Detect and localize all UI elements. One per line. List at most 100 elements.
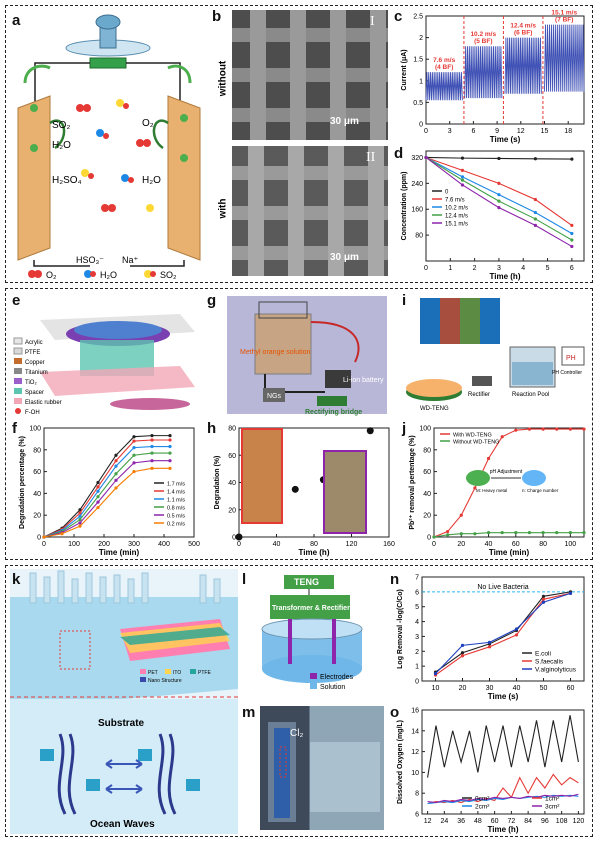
legend-ptfe: PTFE (198, 670, 211, 676)
panel-m: Cl₂ m (240, 702, 385, 834)
label-reaction-pool: Reaction Pool (512, 392, 549, 398)
panel-e: Acrylic PTFE Copper Titanium TiO₂ Spacer… (10, 292, 200, 420)
x-tick-label: 80 (310, 541, 318, 548)
segment-label: 10.2 m/s (470, 31, 496, 38)
series-line (43, 439, 170, 538)
ion-label: HSO₃⁻ (76, 255, 104, 265)
panel-d: 0 1 2 3 4 5 6 80 160 240 320 Time (h) Concentration … (392, 145, 590, 281)
data-point (114, 464, 118, 468)
series-line (427, 715, 579, 778)
molecule-cluster (76, 99, 154, 212)
y-tick-label: 80 (423, 447, 431, 454)
y-tick-label: 1 (419, 78, 423, 85)
legend-nano: Nano Structure (148, 678, 182, 684)
x-tick-label: 12 (517, 128, 525, 135)
data-point (78, 508, 82, 512)
y-axis-label: Current (μA) (401, 49, 408, 90)
data-point (132, 435, 136, 439)
plot-frame (43, 427, 195, 538)
y-tick-label: 80 (415, 233, 423, 240)
data-point (96, 489, 100, 493)
data-point (533, 197, 537, 202)
x-tick-label: 0 (432, 541, 436, 548)
chart-c: 0 3 6 9 12 15 18 0 0.5 1 1.5 2 2.5 Time (s) Current (μ… (401, 10, 585, 144)
panel-i-system: PH WD-TENG Rectifier Reaction Pool PH Co… (406, 298, 585, 412)
data-point (114, 472, 118, 476)
data-point (150, 434, 154, 438)
legend-tio2: TiO₂ (25, 380, 37, 386)
data-point (533, 157, 537, 161)
x-tick-label: 48 (474, 818, 482, 825)
data-point (42, 535, 46, 539)
cl2-label: Cl₂ (290, 728, 303, 739)
panel-label: d (394, 145, 404, 162)
panel-g: Methyl orange solution Li-ion battery NG… (205, 292, 395, 420)
data-point (459, 532, 463, 536)
label-ocean-waves: Ocean Waves (90, 819, 155, 830)
x-tick-label: 60 (491, 818, 499, 825)
label-substrate: Substrate (98, 718, 145, 729)
group-frame-top (5, 5, 593, 283)
legend-entry: 12.4 m/s (445, 214, 468, 220)
roman-label: II (366, 150, 376, 165)
y-tick-label: 80 (228, 426, 236, 433)
data-point (497, 193, 501, 197)
y-tick-label: 60 (423, 469, 431, 476)
legend-entry: With WD-TENG (453, 433, 492, 439)
x-tick-label: 3 (497, 265, 501, 272)
data-point (460, 178, 465, 182)
panel-label: f (12, 420, 17, 437)
x-tick-label: 108 (556, 818, 568, 825)
y-tick-label: 0 (232, 535, 236, 542)
series-line (435, 592, 571, 674)
data-point (460, 156, 465, 160)
y-tick-label: 100 (419, 426, 431, 433)
chem-label: O₂ (142, 118, 154, 129)
y-tick-label: 8 (415, 791, 419, 798)
segment-label: (4 BF) (435, 64, 453, 71)
legend-entry: 10.2 m/s (445, 206, 468, 212)
x-tick-label: 4 (521, 265, 525, 272)
series-line (43, 467, 170, 538)
y-tick-label: 40 (33, 491, 41, 498)
data-point (78, 521, 82, 525)
sem-image-without (232, 10, 388, 140)
legend-rubber: Elastic rubber (25, 400, 62, 406)
metal-ion-icon (466, 470, 490, 486)
x-axis-label: Time (h) (299, 548, 330, 557)
transformer-label: Transformer & Rectifier (272, 605, 350, 612)
row-label-with: with (217, 198, 229, 219)
panel-e-device: Acrylic PTFE Copper Titanium TiO₂ Spacer… (13, 314, 195, 416)
panel-f: 0 100 200 300 400 500 0 20 40 60 80 100 Time (min) De… (10, 420, 200, 557)
panel-label: c (394, 8, 403, 25)
y-tick-label: 40 (423, 491, 431, 498)
legend-h2o: H₂O (100, 270, 117, 280)
data-point (424, 155, 428, 160)
y-tick-label: 160 (411, 207, 423, 214)
plot-frame (425, 150, 585, 262)
y-tick-label: 0 (37, 535, 41, 542)
legend-entry: 0.2 m/s (167, 522, 185, 528)
segment-label: (5 BF) (474, 38, 492, 45)
legend-copper: Copper (25, 360, 45, 366)
panel-k-ocean: Substrate Ocean Waves PET ITO PTFE Nano … (10, 569, 238, 834)
x-tick-label: 96 (541, 818, 549, 825)
label-battery: Li-ion battery (343, 377, 384, 384)
chem-label: H₂SO₄ (52, 175, 82, 186)
group-frame-middle (5, 288, 593, 560)
data-point (497, 199, 501, 203)
data-point (460, 183, 465, 187)
x-axis-label: Time (s) (490, 135, 521, 144)
legend-entry: 1cm² (545, 796, 560, 803)
y-tick-label: 1 (415, 664, 419, 671)
x-axis-label: Time (h) (490, 272, 521, 281)
data-point (570, 244, 574, 249)
x-tick-label: 84 (524, 818, 532, 825)
label-ph-controller: PH Controller (552, 370, 582, 376)
data-point (366, 427, 374, 435)
data-point (533, 223, 537, 228)
data-point (60, 532, 64, 536)
y-tick-label: 3 (415, 634, 419, 641)
y-axis-label: Concentration (ppm) (401, 172, 408, 241)
y-axis-label: Log Removal -log(C/Co) (397, 589, 404, 669)
